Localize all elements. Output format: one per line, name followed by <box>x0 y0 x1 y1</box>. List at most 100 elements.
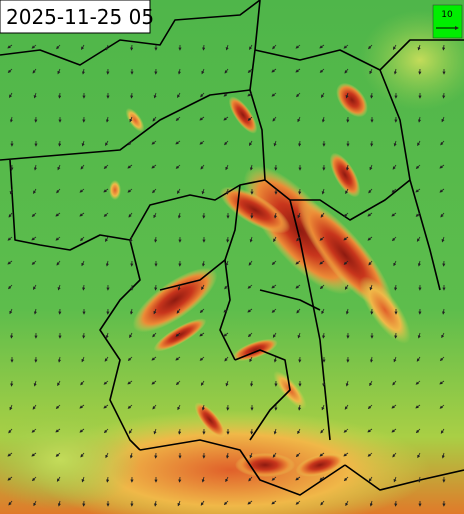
wind-arrow <box>343 428 349 433</box>
wind-arrow <box>295 452 301 458</box>
wind-arrow <box>439 356 445 362</box>
wind-arrow <box>56 44 61 50</box>
wind-arrow <box>56 188 61 194</box>
wind-arrow <box>9 188 13 195</box>
wind-arrow <box>321 404 325 411</box>
wind-arrow <box>249 44 253 51</box>
wind-arrow <box>248 260 253 266</box>
wind-arrow <box>201 260 206 267</box>
wind-arrow <box>298 188 302 195</box>
wind-arrow <box>82 332 86 339</box>
wind-arrow <box>345 380 349 387</box>
wind-arrow <box>57 284 61 291</box>
wind-arrow <box>55 452 61 457</box>
wind-arrow <box>153 428 157 435</box>
wind-arrow <box>440 212 445 218</box>
wind-arrow <box>415 164 421 170</box>
wind-arrow <box>298 140 302 147</box>
wind-arrow <box>175 356 181 361</box>
wind-arrow <box>392 380 397 386</box>
wind-arrow <box>417 452 421 459</box>
wind-arrow <box>248 140 253 146</box>
wind-arrow <box>394 284 398 291</box>
wind-arrow <box>367 404 373 410</box>
wind-arrow <box>55 404 61 410</box>
wind-arrow <box>151 356 157 361</box>
wind-arrow <box>271 308 277 313</box>
wind-arrow <box>57 380 61 387</box>
wind-arrow <box>369 356 374 363</box>
wind-arrow <box>151 380 157 385</box>
wind-arrow <box>247 500 253 505</box>
wind-arrow <box>224 68 229 74</box>
wind-arrow <box>295 500 301 505</box>
wind-arrow <box>57 356 62 363</box>
wind-arrow <box>106 476 110 483</box>
wind-arrow <box>8 212 13 218</box>
wind-arrow <box>153 500 158 507</box>
wind-arrow <box>9 308 13 315</box>
wind-arrow <box>7 44 13 49</box>
wind-arrow <box>368 188 373 194</box>
wind-arrow <box>367 452 373 457</box>
wind-arrow <box>368 476 373 482</box>
wind-arrow <box>319 236 325 241</box>
wind-arrow <box>272 44 277 50</box>
wind-arrow <box>368 44 373 50</box>
wind-arrow <box>9 92 13 99</box>
wind-arrow <box>200 380 205 386</box>
wind-arrow <box>271 476 277 481</box>
wind-arrow <box>8 500 13 506</box>
wind-arrow <box>367 212 373 217</box>
wind-arrow <box>33 92 37 99</box>
wind-arrow <box>80 164 85 170</box>
wind-arrow <box>320 92 325 98</box>
timestamp: 2025-11-25 05 <box>6 5 154 29</box>
wind-arrow <box>344 404 349 410</box>
wind-arrow <box>199 332 205 337</box>
wind-arrow <box>273 428 277 435</box>
wind-arrow <box>80 380 85 386</box>
wind-arrow <box>295 68 301 73</box>
wind-arrow <box>32 68 37 74</box>
wind-arrow <box>175 380 181 386</box>
wind-arrow <box>31 236 37 241</box>
wind-arrow <box>176 308 181 314</box>
wind-arrow <box>31 428 37 433</box>
wind-arrow <box>225 164 229 171</box>
wind-arrow <box>321 116 325 123</box>
wind-arrow <box>79 188 85 193</box>
wind-arrow <box>393 68 397 75</box>
wind-arrow <box>224 284 229 290</box>
wind-arrow <box>416 356 421 362</box>
wind-arrow <box>247 284 253 289</box>
wind-arrow <box>55 428 61 433</box>
wind-arrow <box>7 476 13 481</box>
wind-arrow <box>415 380 421 385</box>
wind-arrow <box>224 356 229 362</box>
wind-arrow <box>105 44 109 51</box>
wind-arrow <box>370 140 374 147</box>
wind-arrow <box>441 452 445 459</box>
wind-arrow <box>128 212 133 218</box>
wind-arrow <box>391 428 397 433</box>
wind-arrow <box>103 404 109 409</box>
wind-arrow <box>201 476 205 483</box>
wind-arrow <box>345 164 350 171</box>
wind-arrow <box>295 260 301 265</box>
wind-arrow <box>319 260 325 265</box>
wind-arrow <box>440 140 445 146</box>
wind-arrow <box>297 116 301 123</box>
wind-arrow <box>57 68 61 75</box>
wind-arrow <box>271 68 277 73</box>
wind-arrow <box>321 308 325 315</box>
wind-arrow <box>442 44 446 51</box>
wind-arrow <box>296 308 301 314</box>
wind-arrow <box>127 380 133 385</box>
wind-arrow <box>295 284 301 289</box>
wind-arrow <box>104 236 109 242</box>
wind-arrow <box>81 44 85 51</box>
wind-arrow <box>391 236 397 242</box>
wind-arrow <box>297 212 301 219</box>
